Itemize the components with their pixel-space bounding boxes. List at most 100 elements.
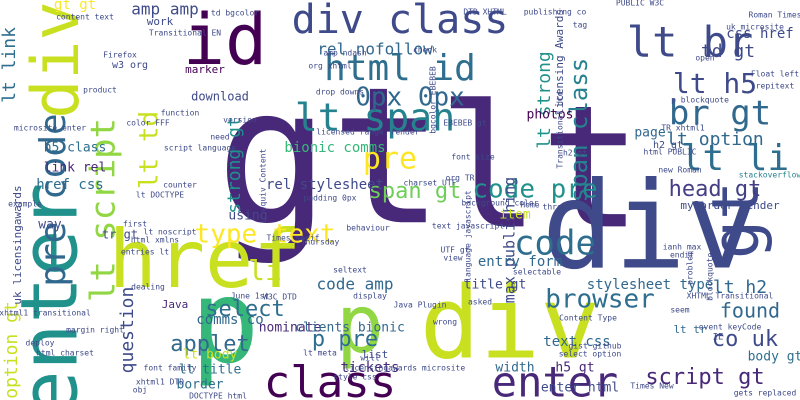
word-cloud-term: repitext <box>756 82 795 91</box>
word-cloud-term: licensingawards microsite <box>345 364 466 373</box>
word-cloud-term: Firefox <box>103 51 137 60</box>
word-cloud-term: deploy <box>26 339 55 348</box>
word-cloud-term: example <box>8 200 42 209</box>
word-cloud-term: h5 class <box>44 141 107 156</box>
word-cloud-term: display <box>353 292 387 301</box>
word-cloud-term: width <box>495 361 534 376</box>
word-cloud-term: DTD XHTML <box>463 8 507 17</box>
word-cloud-term: padding 0px <box>304 194 357 203</box>
word-cloud-term: code <box>514 224 596 264</box>
word-cloud-term: page <box>634 126 665 141</box>
word-cloud-term: bgcolor EBEBEB <box>429 66 438 134</box>
word-cloud-term: language javascript <box>464 190 473 282</box>
word-cloud-term: publishing co <box>524 8 587 17</box>
word-cloud-term: org TR <box>446 174 475 183</box>
word-cloud-term: html id <box>324 48 476 89</box>
word-cloud-term: Float left <box>751 70 799 79</box>
word-cloud-term: class <box>264 357 396 400</box>
word-cloud-term: stackoverflow <box>739 171 800 180</box>
word-cloud-term: problem <box>686 251 695 285</box>
word-cloud-term: asked <box>468 298 492 307</box>
word-cloud-term: Thursday <box>301 238 340 247</box>
word-cloud-term: enter <box>492 358 618 400</box>
word-cloud-term: Content Type <box>559 314 617 323</box>
word-cloud-term: rel nofollow <box>317 40 433 59</box>
word-cloud-term: title gt <box>464 278 527 293</box>
word-cloud-term: font family <box>144 364 197 373</box>
word-cloud-term: li <box>248 254 282 287</box>
word-cloud-term: obj <box>133 386 147 395</box>
word-cloud-term: Home <box>520 201 539 210</box>
word-cloud-term: br gt <box>669 94 771 134</box>
word-cloud-term: tickets <box>340 360 399 376</box>
word-cloud-term: Transitional dtd <box>556 91 565 168</box>
word-cloud-term: tr gt <box>102 228 138 242</box>
word-cloud-term: W3C DTD <box>263 293 297 302</box>
word-cloud-term: seem <box>670 306 689 315</box>
word-cloud-term: first <box>123 220 147 229</box>
word-cloud-term: type text <box>195 220 336 250</box>
word-cloud-term: stylesheet type <box>587 277 713 293</box>
word-cloud-term: strong gt <box>224 116 245 214</box>
word-cloud-term: span gt <box>369 179 462 204</box>
word-cloud-term: clients bionic <box>295 321 405 336</box>
word-cloud-term: entries lt <box>121 248 169 257</box>
word-cloud-term: background color <box>461 199 538 208</box>
word-cloud-term: text css <box>543 334 610 350</box>
word-cloud-term: link rel <box>44 161 107 176</box>
word-cloud-term: event keyCode <box>699 323 762 332</box>
word-cloud-term: td gt <box>701 41 755 62</box>
word-cloud-term: Times serif <box>267 234 320 243</box>
word-cloud-term: applet <box>170 332 249 357</box>
word-cloud-term: lt h5 <box>673 67 757 100</box>
word-cloud-term: throws <box>543 203 572 212</box>
word-cloud-term: charset UTF <box>404 179 457 188</box>
word-cloud-term: lt script <box>84 118 124 302</box>
word-cloud-term: id <box>183 0 267 81</box>
word-cloud-term: view <box>443 254 462 263</box>
word-cloud-term: h2 gt <box>563 149 587 158</box>
word-cloud-term: gt gt <box>54 0 96 13</box>
word-cloud-term: select <box>205 297 284 322</box>
word-cloud-term: photos <box>527 108 574 123</box>
word-cloud-term: code amp <box>316 275 393 294</box>
word-cloud-term: UTF gt <box>441 246 470 255</box>
word-cloud-term: dealing <box>131 283 165 292</box>
word-cloud-term: nominate <box>259 321 322 336</box>
word-cloud-term: equiv Content <box>259 149 268 212</box>
word-cloud-term: lt h2 <box>713 277 767 298</box>
word-cloud-term: body gt <box>748 350 800 365</box>
word-cloud-term: blockquote p <box>706 243 715 301</box>
word-cloud-term: check <box>413 46 437 55</box>
word-cloud-term: June 1st <box>231 292 270 301</box>
word-cloud-term: drop downs <box>316 88 364 97</box>
word-cloud-term: h2 gt <box>653 140 683 151</box>
word-cloud-term: myBorder render <box>680 199 780 212</box>
word-cloud-term: lt DOCTYPE <box>136 191 184 200</box>
word-cloud-term: div <box>420 264 601 381</box>
word-cloud-term: ianh max <box>663 243 702 252</box>
word-cloud-term: lt <box>438 69 643 267</box>
word-cloud-term: span class <box>565 58 593 203</box>
word-cloud-term: list <box>362 348 389 361</box>
word-cloud-term: EBEBEB gt <box>443 119 487 128</box>
word-cloud-term: lt body <box>183 348 238 363</box>
word-cloud-term: uk licensingawards <box>11 185 24 304</box>
word-cloud-term: href <box>109 213 302 306</box>
word-cloud-term: pre <box>363 142 417 177</box>
word-cloud-term: html charset <box>36 349 94 358</box>
word-cloud-term: script language <box>164 144 236 153</box>
word-cloud-term: Times New <box>630 382 674 391</box>
word-cloud-term: seltext <box>333 266 367 275</box>
word-cloud-term: tag <box>573 21 588 30</box>
word-cloud-term: counter <box>163 181 197 190</box>
word-cloud-term: font size <box>451 153 495 162</box>
word-cloud-term: PUBLIC W3C <box>616 0 664 8</box>
word-cloud-term: select option <box>559 350 622 359</box>
word-cloud-term: org xhtml <box>308 62 352 71</box>
word-cloud-term: style css <box>333 373 377 382</box>
word-cloud-term: uk microsite <box>726 23 784 32</box>
word-cloud-term: h5 gt <box>555 361 594 376</box>
